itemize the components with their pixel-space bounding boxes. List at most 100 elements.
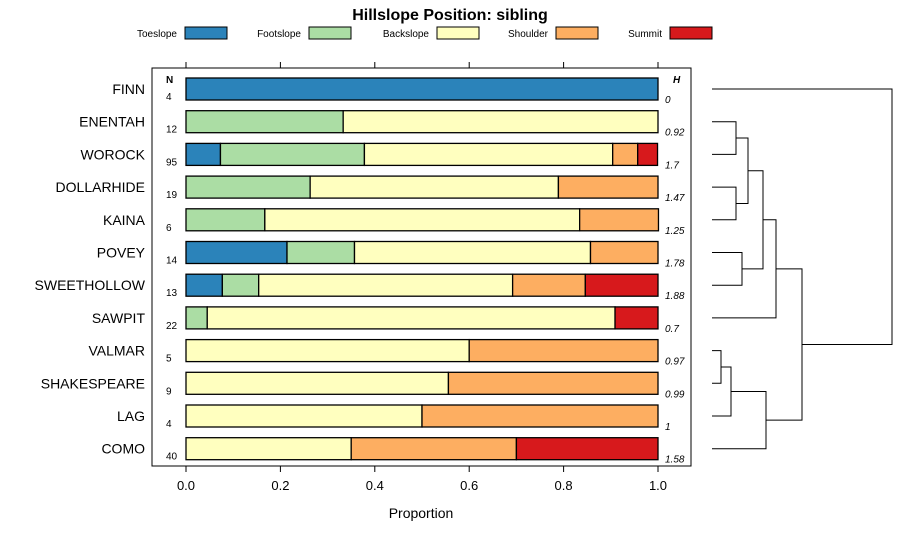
legend-label: Toeslope <box>137 29 177 40</box>
dendrogram-branch <box>712 350 722 384</box>
x-tick-label: 0.6 <box>460 478 478 493</box>
chart-title: Hillslope Position: sibling <box>352 7 548 24</box>
bar-segment-backslope <box>342 110 659 134</box>
h-value: 1.58 <box>665 455 685 466</box>
category-label: WOROCK <box>80 146 145 162</box>
x-tick-label: 1.0 <box>649 478 667 493</box>
bar-segment-toeslope <box>185 240 288 265</box>
n-value: 4 <box>166 419 172 430</box>
category-label: FINN <box>112 81 145 97</box>
legend-swatch <box>669 26 713 40</box>
bar-segment-shoulder <box>447 371 659 395</box>
bar-segment-toeslope <box>185 273 223 297</box>
n-value: 5 <box>166 354 172 365</box>
h-value: 1 <box>665 422 671 433</box>
bar-segment-summit <box>515 437 659 461</box>
bar-segment-toeslope <box>185 77 659 101</box>
bar-row: POVEY 14 1.78 <box>97 240 685 270</box>
bar-segment-shoulder <box>350 437 518 461</box>
dendrogram-branch <box>736 137 749 204</box>
x-tick-label: 0.2 <box>271 478 289 493</box>
legend-label: Backslope <box>383 29 430 40</box>
plot-frame <box>151 67 692 467</box>
x-axis-title: Proportion <box>389 505 454 521</box>
bar-segment-footslope <box>286 240 356 265</box>
dendrogram-branch <box>712 390 767 450</box>
category-label: POVEY <box>97 245 146 261</box>
n-value: 12 <box>166 125 178 136</box>
category-label: SWEETHOLLOW <box>35 277 146 293</box>
bar-row: SWEETHOLLOW 13 1.88 <box>35 273 685 302</box>
x-tick-label: 0.8 <box>555 478 573 493</box>
n-value: 95 <box>166 157 178 168</box>
bar-row: WOROCK 95 1.7 <box>80 142 679 171</box>
h-value: 1.88 <box>665 291 685 302</box>
bar-segment-footslope <box>185 306 208 330</box>
bar-segment-summit <box>614 306 659 330</box>
bar-segment-backslope <box>206 306 616 330</box>
bar-segment-footslope <box>185 175 311 199</box>
category-label: COMO <box>101 441 145 457</box>
n-value: 14 <box>166 256 178 267</box>
dendrogram-branch <box>712 88 893 345</box>
h-value: 1.47 <box>665 193 685 204</box>
h-value: 1.78 <box>665 259 685 270</box>
bar-segment-footslope <box>221 273 260 297</box>
bar-row: DOLLARHIDE 19 1.47 <box>56 175 685 204</box>
category-label: KAINA <box>103 212 146 228</box>
bar-row: ENENTAH 12 0.92 <box>79 110 685 139</box>
legend-swatch <box>555 26 599 40</box>
n-value: 22 <box>166 321 178 332</box>
h-column-header: H <box>673 75 681 86</box>
bar-segment-backslope <box>363 142 614 167</box>
bar-segment-shoulder <box>511 273 586 297</box>
bar-segment-summit <box>584 273 659 297</box>
legend-label: Shoulder <box>508 29 549 40</box>
bar-segment-backslope <box>185 437 352 461</box>
n-column-header: N <box>166 75 173 86</box>
dendrogram <box>712 88 893 450</box>
bar-segment-shoulder <box>578 208 660 232</box>
h-value: 0.7 <box>665 324 679 335</box>
h-value: 0.99 <box>665 389 685 400</box>
category-label: LAG <box>117 408 145 424</box>
bar-segment-shoulder <box>468 338 659 363</box>
legend: Toeslope Footslope Backslope Shoulder Summit <box>137 26 713 40</box>
bar-segment-shoulder <box>557 175 659 199</box>
n-value: 6 <box>166 223 172 234</box>
category-label: ENENTAH <box>79 114 145 130</box>
bar-segment-backslope <box>264 208 581 232</box>
bar-segment-footslope <box>219 142 366 167</box>
x-axis: 0.0 0.2 0.4 0.6 0.8 1.0 <box>177 466 667 493</box>
bar-segment-shoulder <box>421 404 659 428</box>
bar-segment-footslope <box>185 208 266 232</box>
top-axis-ticks <box>185 62 659 68</box>
dendrogram-branch <box>712 186 737 221</box>
bar-row: KAINA 6 1.25 <box>103 208 685 237</box>
category-label: DOLLARHIDE <box>56 179 145 195</box>
dendrogram-branch <box>766 268 803 421</box>
category-label: SHAKESPEARE <box>41 375 145 391</box>
legend-label: Footslope <box>257 29 301 40</box>
dendrogram-branch <box>712 252 743 286</box>
x-tick-label: 0.4 <box>366 478 384 493</box>
bar-row: FINN 4 0 <box>112 77 671 106</box>
bar-segment-backslope <box>309 175 560 199</box>
bar-row: SHAKESPEARE 9 0.99 <box>41 371 685 400</box>
n-value: 40 <box>166 452 178 463</box>
bar-row: LAG 4 1 <box>117 404 671 433</box>
legend-swatch <box>184 26 228 40</box>
bar-segment-shoulder <box>589 240 659 265</box>
h-value: 1.7 <box>665 160 679 171</box>
h-value: 1.25 <box>665 226 685 237</box>
category-label: VALMAR <box>88 343 145 359</box>
n-value: 4 <box>166 92 172 103</box>
bar-segment-footslope <box>185 110 344 134</box>
n-value: 13 <box>166 288 178 299</box>
bar-row: SAWPIT 22 0.7 <box>92 306 679 335</box>
n-value: 19 <box>166 190 178 201</box>
legend-swatch <box>308 26 352 40</box>
bar-segment-backslope <box>185 338 470 363</box>
x-tick-label: 0.0 <box>177 478 195 493</box>
